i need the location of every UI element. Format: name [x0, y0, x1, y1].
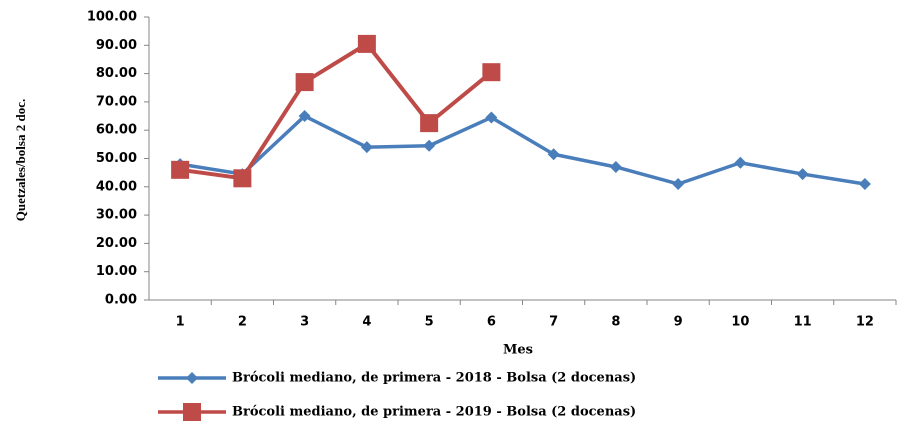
y-axis-label: Quetzales/bolsa 2 doc. [13, 99, 28, 221]
marker [357, 34, 376, 53]
x-tick-label: 10 [731, 315, 749, 330]
x-tick-label: 12 [856, 315, 874, 330]
marker [298, 110, 311, 123]
marker [734, 156, 747, 169]
x-tick-label: 7 [549, 315, 558, 330]
x-tick-label: 5 [425, 315, 434, 330]
marker [609, 160, 622, 173]
marker [423, 139, 436, 152]
legend-label: Brócoli mediano, de primera - 2018 - Bol… [232, 371, 636, 386]
y-tick-label: 10.00 [96, 264, 137, 279]
marker [233, 169, 252, 188]
x-tick-label: 8 [611, 315, 620, 330]
x-tick-label: 6 [487, 315, 496, 330]
marker [482, 63, 501, 82]
x-tick-label: 1 [176, 315, 185, 330]
x-axis-label: Mes [503, 343, 533, 358]
marker [796, 168, 809, 181]
y-tick-label: 90.00 [96, 38, 137, 53]
marker [420, 114, 439, 133]
legend-marker [183, 403, 201, 421]
marker [171, 160, 190, 179]
x-tick-label: 2 [238, 315, 247, 330]
series-line [179, 114, 866, 186]
y-tick-label: 20.00 [96, 236, 137, 251]
y-tick-label: 60.00 [96, 123, 137, 138]
y-tick-label: 30.00 [96, 208, 137, 223]
y-tick-label: 0.00 [105, 293, 137, 308]
legend-label: Brócoli mediano, de primera - 2019 - Bol… [232, 405, 636, 420]
x-tick-label: 3 [300, 315, 309, 330]
y-tick-label: 40.00 [96, 179, 137, 194]
x-tick-label: 4 [362, 315, 371, 330]
series-line [179, 41, 493, 181]
marker [360, 141, 373, 154]
y-tick-label: 70.00 [96, 94, 137, 109]
y-tick-label: 80.00 [96, 66, 137, 81]
legend-marker [186, 372, 198, 384]
y-tick-label: 50.00 [96, 151, 137, 166]
marker [547, 148, 560, 161]
x-tick-label: 9 [674, 315, 683, 330]
marker [858, 177, 871, 190]
marker [672, 177, 685, 190]
marker [295, 73, 314, 92]
x-tick-label: 11 [794, 315, 812, 330]
y-tick-label: 100.00 [87, 10, 137, 25]
marker [485, 111, 498, 124]
